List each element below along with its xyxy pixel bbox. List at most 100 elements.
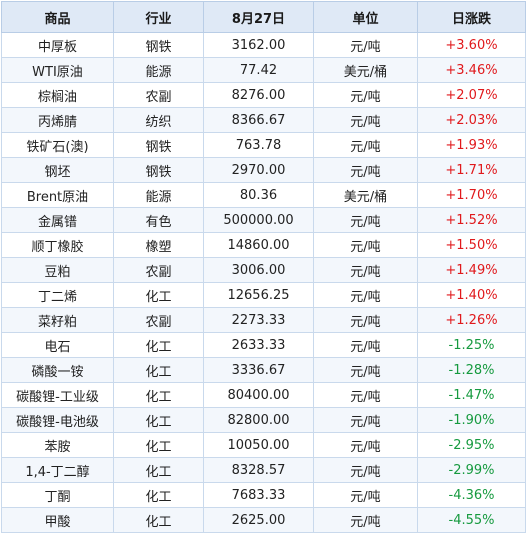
- cell-unit: 元/吨: [313, 482, 418, 508]
- header-daily-change: 日涨跌: [417, 1, 526, 33]
- cell-unit: 元/吨: [313, 457, 418, 483]
- table-row: 金属镨 有色 500000.00 元/吨 +1.52%: [1, 207, 526, 233]
- cell-product-name: 豆粕: [1, 257, 114, 283]
- cell-unit: 元/吨: [313, 282, 418, 308]
- header-unit: 单位: [313, 1, 418, 33]
- table-row: 碳酸锂-工业级 化工 80400.00 元/吨 -1.47%: [1, 382, 526, 408]
- cell-industry: 农副: [113, 82, 204, 108]
- cell-product-name: 钢坯: [1, 157, 114, 183]
- cell-industry: 化工: [113, 457, 204, 483]
- cell-unit: 元/吨: [313, 332, 418, 358]
- cell-price: 3336.67: [203, 357, 314, 383]
- cell-daily-change: +1.40%: [417, 282, 526, 308]
- table-row: 铁矿石(澳) 钢铁 763.78 元/吨 +1.93%: [1, 132, 526, 158]
- cell-industry: 农副: [113, 307, 204, 333]
- cell-industry: 化工: [113, 332, 204, 358]
- cell-unit: 元/吨: [313, 407, 418, 433]
- cell-product-name: 丁酮: [1, 482, 114, 508]
- table-row: 菜籽粕 农副 2273.33 元/吨 +1.26%: [1, 307, 526, 333]
- table-row: 磷酸一铵 化工 3336.67 元/吨 -1.28%: [1, 357, 526, 383]
- cell-price: 763.78: [203, 132, 314, 158]
- cell-industry: 化工: [113, 407, 204, 433]
- cell-unit: 元/吨: [313, 357, 418, 383]
- cell-price: 12656.25: [203, 282, 314, 308]
- table-row: 顺丁橡胶 橡塑 14860.00 元/吨 +1.50%: [1, 232, 526, 258]
- cell-daily-change: +1.93%: [417, 132, 526, 158]
- cell-price: 80.36: [203, 182, 314, 208]
- cell-product-name: 丙烯腈: [1, 107, 114, 133]
- cell-daily-change: +1.49%: [417, 257, 526, 283]
- table-row: Brent原油 能源 80.36 美元/桶 +1.70%: [1, 182, 526, 208]
- cell-price: 3006.00: [203, 257, 314, 283]
- cell-price: 2625.00: [203, 507, 314, 533]
- table-row: WTI原油 能源 77.42 美元/桶 +3.46%: [1, 57, 526, 83]
- cell-product-name: 苯胺: [1, 432, 114, 458]
- cell-price: 500000.00: [203, 207, 314, 233]
- table-row: 钢坯 钢铁 2970.00 元/吨 +1.71%: [1, 157, 526, 183]
- cell-price: 82800.00: [203, 407, 314, 433]
- cell-daily-change: -4.36%: [417, 482, 526, 508]
- cell-industry: 农副: [113, 257, 204, 283]
- cell-unit: 美元/桶: [313, 57, 418, 83]
- cell-price: 2273.33: [203, 307, 314, 333]
- cell-product-name: WTI原油: [1, 57, 114, 83]
- cell-daily-change: +2.07%: [417, 82, 526, 108]
- cell-industry: 能源: [113, 57, 204, 83]
- cell-daily-change: -1.47%: [417, 382, 526, 408]
- cell-daily-change: -1.28%: [417, 357, 526, 383]
- cell-unit: 元/吨: [313, 432, 418, 458]
- cell-price: 77.42: [203, 57, 314, 83]
- cell-unit: 美元/桶: [313, 182, 418, 208]
- table-row: 棕榈油 农副 8276.00 元/吨 +2.07%: [1, 82, 526, 108]
- cell-unit: 元/吨: [313, 132, 418, 158]
- cell-product-name: 碳酸锂-工业级: [1, 382, 114, 408]
- cell-unit: 元/吨: [313, 107, 418, 133]
- cell-price: 3162.00: [203, 32, 314, 58]
- table-row: 丁二烯 化工 12656.25 元/吨 +1.40%: [1, 282, 526, 308]
- cell-daily-change: -4.55%: [417, 507, 526, 533]
- cell-industry: 化工: [113, 507, 204, 533]
- cell-product-name: 菜籽粕: [1, 307, 114, 333]
- cell-unit: 元/吨: [313, 307, 418, 333]
- cell-product-name: 铁矿石(澳): [1, 132, 114, 158]
- cell-industry: 化工: [113, 432, 204, 458]
- cell-product-name: 棕榈油: [1, 82, 114, 108]
- cell-daily-change: +1.50%: [417, 232, 526, 258]
- cell-industry: 纺织: [113, 107, 204, 133]
- cell-daily-change: -1.25%: [417, 332, 526, 358]
- cell-product-name: 磷酸一铵: [1, 357, 114, 383]
- cell-daily-change: +3.46%: [417, 57, 526, 83]
- cell-product-name: 1,4-丁二醇: [1, 457, 114, 483]
- cell-daily-change: +1.26%: [417, 307, 526, 333]
- cell-price: 10050.00: [203, 432, 314, 458]
- cell-product-name: 金属镨: [1, 207, 114, 233]
- cell-product-name: 碳酸锂-电池级: [1, 407, 114, 433]
- cell-daily-change: +1.70%: [417, 182, 526, 208]
- cell-industry: 钢铁: [113, 32, 204, 58]
- table-row: 碳酸锂-电池级 化工 82800.00 元/吨 -1.90%: [1, 407, 526, 433]
- cell-unit: 元/吨: [313, 157, 418, 183]
- cell-product-name: 中厚板: [1, 32, 114, 58]
- header-industry: 行业: [113, 1, 204, 33]
- cell-unit: 元/吨: [313, 257, 418, 283]
- cell-industry: 化工: [113, 357, 204, 383]
- cell-industry: 有色: [113, 207, 204, 233]
- cell-daily-change: -2.95%: [417, 432, 526, 458]
- table-row: 电石 化工 2633.33 元/吨 -1.25%: [1, 332, 526, 358]
- cell-industry: 化工: [113, 382, 204, 408]
- cell-industry: 钢铁: [113, 132, 204, 158]
- cell-product-name: 丁二烯: [1, 282, 114, 308]
- table-row: 苯胺 化工 10050.00 元/吨 -2.95%: [1, 432, 526, 458]
- table-body: 中厚板 钢铁 3162.00 元/吨 +3.60% WTI原油 能源 77.42 美元/桶 +3.…: [1, 32, 526, 533]
- cell-price: 8276.00: [203, 82, 314, 108]
- cell-price: 80400.00: [203, 382, 314, 408]
- cell-daily-change: -1.90%: [417, 407, 526, 433]
- cell-industry: 钢铁: [113, 157, 204, 183]
- cell-industry: 化工: [113, 282, 204, 308]
- cell-unit: 元/吨: [313, 32, 418, 58]
- cell-unit: 元/吨: [313, 207, 418, 233]
- cell-price: 14860.00: [203, 232, 314, 258]
- cell-daily-change: +1.71%: [417, 157, 526, 183]
- table-row: 豆粕 农副 3006.00 元/吨 +1.49%: [1, 257, 526, 283]
